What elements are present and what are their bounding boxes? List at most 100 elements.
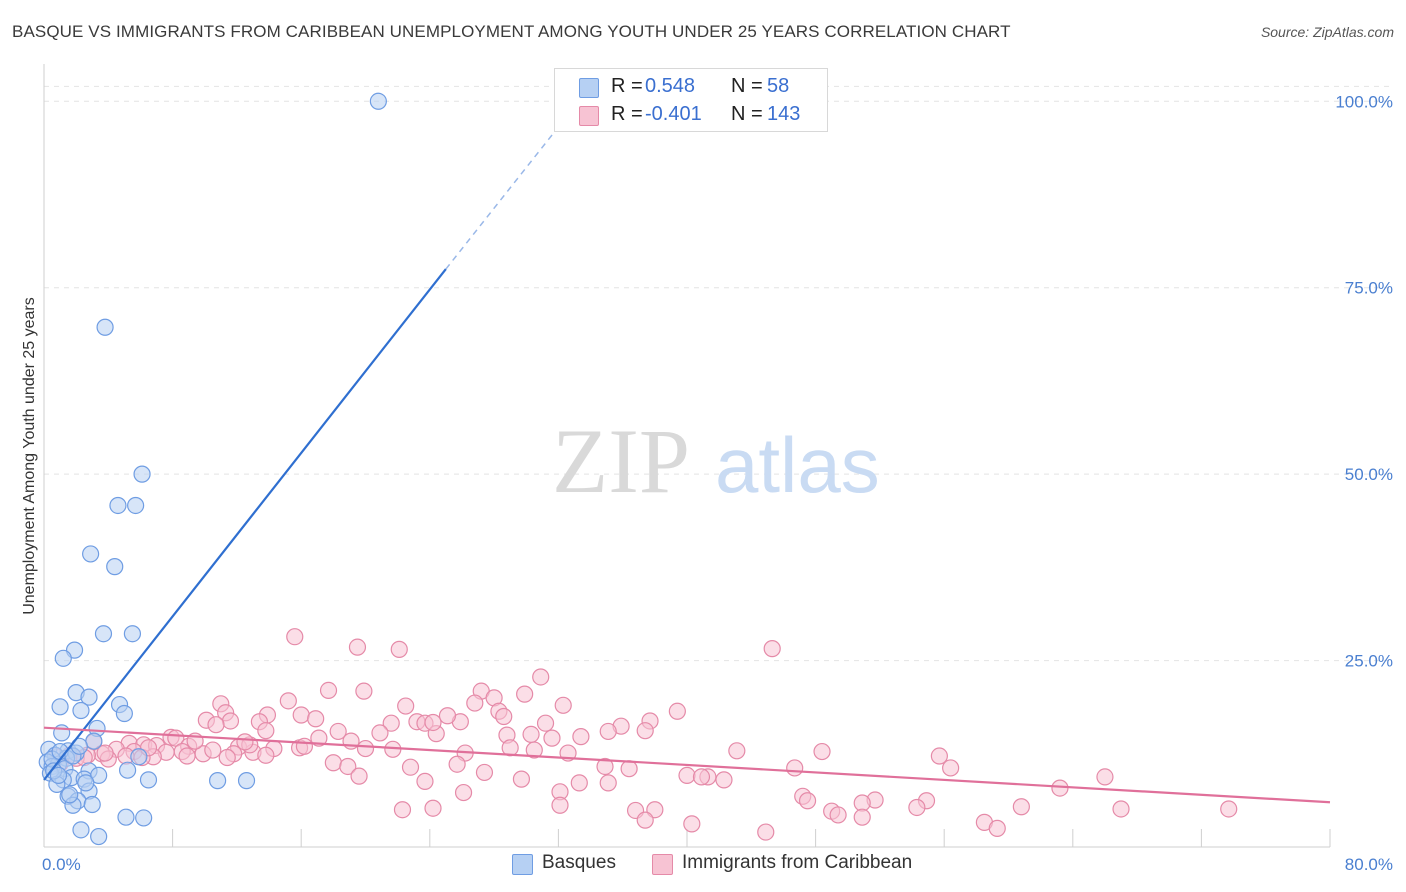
- legend-n-label: N =: [731, 103, 763, 125]
- caribbean-point: [393, 801, 412, 819]
- caribbean-point: [599, 774, 617, 792]
- caribbean-point: [221, 712, 240, 730]
- caribbean-point: [475, 763, 494, 782]
- caribbean-point: [466, 694, 484, 712]
- source-label: Source: ZipAtlas.com: [1260, 24, 1394, 40]
- caribbean-point: [1112, 800, 1130, 818]
- basque-point: [90, 827, 108, 846]
- basque-point: [80, 688, 98, 706]
- caribbean-point: [572, 728, 590, 746]
- legend-row-basques: R = 0.548 N = 58: [555, 73, 827, 101]
- basque-point: [133, 465, 151, 483]
- caribbean-point: [678, 766, 696, 785]
- caribbean-point: [1220, 800, 1238, 818]
- watermark-zip: ZIP: [552, 410, 690, 512]
- basque-point: [49, 766, 68, 785]
- caribbean-point: [728, 742, 746, 760]
- caribbean-point: [348, 638, 367, 656]
- caribbean-point: [207, 716, 225, 734]
- legend-n-label: N =: [731, 75, 763, 97]
- caribbean-point: [310, 729, 328, 747]
- caribbean-point: [596, 757, 614, 776]
- caribbean-point: [371, 724, 389, 742]
- caribbean-point: [636, 811, 654, 829]
- legend-r-value-basques: 0.548: [645, 75, 696, 97]
- caribbean-point: [356, 739, 375, 758]
- legend-n-value-caribbean: 143: [767, 103, 801, 125]
- caribbean-point: [236, 733, 254, 751]
- basque-point: [72, 701, 90, 720]
- caribbean-point: [532, 668, 550, 686]
- caribbean-point: [1096, 768, 1114, 786]
- caribbean-point: [329, 722, 347, 741]
- basque-point: [139, 771, 158, 789]
- basque-point: [127, 496, 145, 515]
- legend-r-label: R =: [611, 75, 643, 97]
- y-tick-label: 50.0%: [1345, 465, 1393, 484]
- caribbean-point: [525, 741, 543, 759]
- y-tick-label: 25.0%: [1345, 652, 1393, 671]
- caribbean-point: [536, 714, 555, 732]
- caribbean-point: [319, 681, 338, 700]
- trend-lines: [43, 85, 1331, 804]
- basque-point: [90, 766, 108, 785]
- bottom-legend: Basques Immigrants from Caribbean: [0, 852, 1406, 876]
- caribbean-point: [763, 640, 781, 658]
- caribbean-point: [786, 759, 804, 777]
- caribbean-point: [454, 783, 473, 802]
- basque-point: [61, 786, 79, 804]
- caribbean-point: [599, 722, 617, 741]
- caribbean-points: [48, 628, 1238, 841]
- basque-point: [117, 808, 135, 826]
- caribbean-point: [512, 770, 531, 788]
- caribbean-point: [570, 774, 588, 792]
- caribbean-point: [292, 706, 310, 724]
- caribbean-point: [178, 747, 196, 765]
- basque-trend-line: [43, 268, 447, 781]
- basque-point: [83, 795, 101, 814]
- caribbean-point: [382, 714, 400, 732]
- caribbean-point: [257, 746, 275, 764]
- caribbean-point: [355, 682, 373, 700]
- basque-point: [123, 625, 142, 643]
- basque-point: [109, 496, 127, 515]
- caribbean-point: [257, 722, 275, 740]
- caribbean-point: [424, 713, 442, 732]
- basque-point: [54, 649, 72, 667]
- caribbean-point: [390, 640, 408, 658]
- caribbean-point: [324, 754, 342, 772]
- caribbean-point: [1012, 798, 1030, 816]
- caribbean-point: [1051, 779, 1069, 797]
- caribbean-point: [942, 759, 960, 777]
- caribbean-point: [715, 771, 733, 789]
- caribbean-point: [401, 758, 420, 776]
- caribbean-point: [424, 799, 442, 817]
- caribbean-point: [636, 722, 654, 740]
- basque-point: [115, 704, 133, 723]
- caribbean-point: [279, 692, 297, 710]
- basque-point: [237, 772, 256, 790]
- basque-points: [38, 92, 387, 846]
- caribbean-point: [96, 744, 114, 762]
- caribbean-point: [501, 739, 519, 757]
- basque-point: [72, 821, 90, 839]
- basque-point: [369, 92, 387, 110]
- legend-swatch-basques: [579, 78, 599, 98]
- legend-row-caribbean: R = -0.401 N = 143: [555, 101, 827, 129]
- caribbean-point: [218, 748, 236, 767]
- watermark: ZIP atlas: [552, 410, 880, 512]
- caribbean-point: [757, 823, 775, 841]
- basque-point: [130, 748, 148, 766]
- caribbean-point: [516, 685, 534, 703]
- caribbean-point: [683, 815, 701, 833]
- caribbean-point: [295, 737, 314, 755]
- axes: [43, 64, 1331, 848]
- basque-point: [118, 761, 137, 779]
- caribbean-point: [853, 808, 871, 826]
- basque-point: [82, 545, 100, 563]
- caribbean-point: [829, 806, 847, 824]
- caribbean-point: [397, 697, 415, 715]
- caribbean-point: [350, 767, 368, 785]
- caribbean-point: [908, 798, 926, 817]
- bottom-legend-label-basques: Basques: [542, 852, 616, 873]
